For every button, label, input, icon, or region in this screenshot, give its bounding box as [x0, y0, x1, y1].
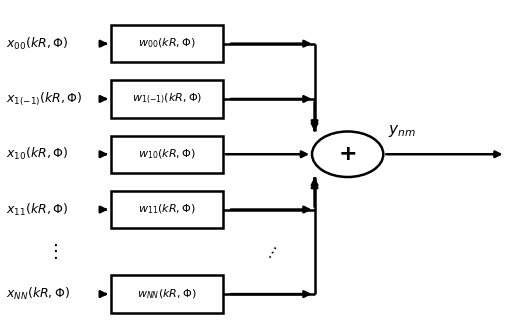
Bar: [111, 80, 223, 118]
Text: $w_{00}(kR,\Phi)$: $w_{00}(kR,\Phi)$: [138, 37, 196, 51]
Text: $w_{10}(kR,\Phi)$: $w_{10}(kR,\Phi)$: [138, 148, 196, 161]
Text: +: +: [338, 144, 357, 164]
Text: $\cdots$: $\cdots$: [261, 241, 282, 262]
Text: $x_{11}(kR,\Phi)$: $x_{11}(kR,\Phi)$: [7, 201, 69, 217]
Bar: [111, 276, 223, 313]
Text: $x_{1(-1)}(kR,\Phi)$: $x_{1(-1)}(kR,\Phi)$: [7, 90, 83, 108]
Bar: [111, 135, 223, 173]
Text: $w_{NN}(kR,\Phi)$: $w_{NN}(kR,\Phi)$: [137, 287, 197, 301]
Text: $\vdots$: $\vdots$: [47, 242, 58, 261]
Text: $x_{NN}(kR,\Phi)$: $x_{NN}(kR,\Phi)$: [7, 286, 71, 302]
Text: $x_{00}(kR,\Phi)$: $x_{00}(kR,\Phi)$: [7, 36, 69, 52]
Bar: [111, 191, 223, 228]
Text: $w_{1(-1)}(kR,\Phi)$: $w_{1(-1)}(kR,\Phi)$: [132, 92, 202, 106]
Bar: [111, 25, 223, 62]
Text: $w_{11}(kR,\Phi)$: $w_{11}(kR,\Phi)$: [138, 203, 196, 216]
Text: $x_{10}(kR,\Phi)$: $x_{10}(kR,\Phi)$: [7, 146, 69, 162]
Circle shape: [312, 132, 383, 177]
Text: $y_{nm}$: $y_{nm}$: [389, 123, 416, 139]
